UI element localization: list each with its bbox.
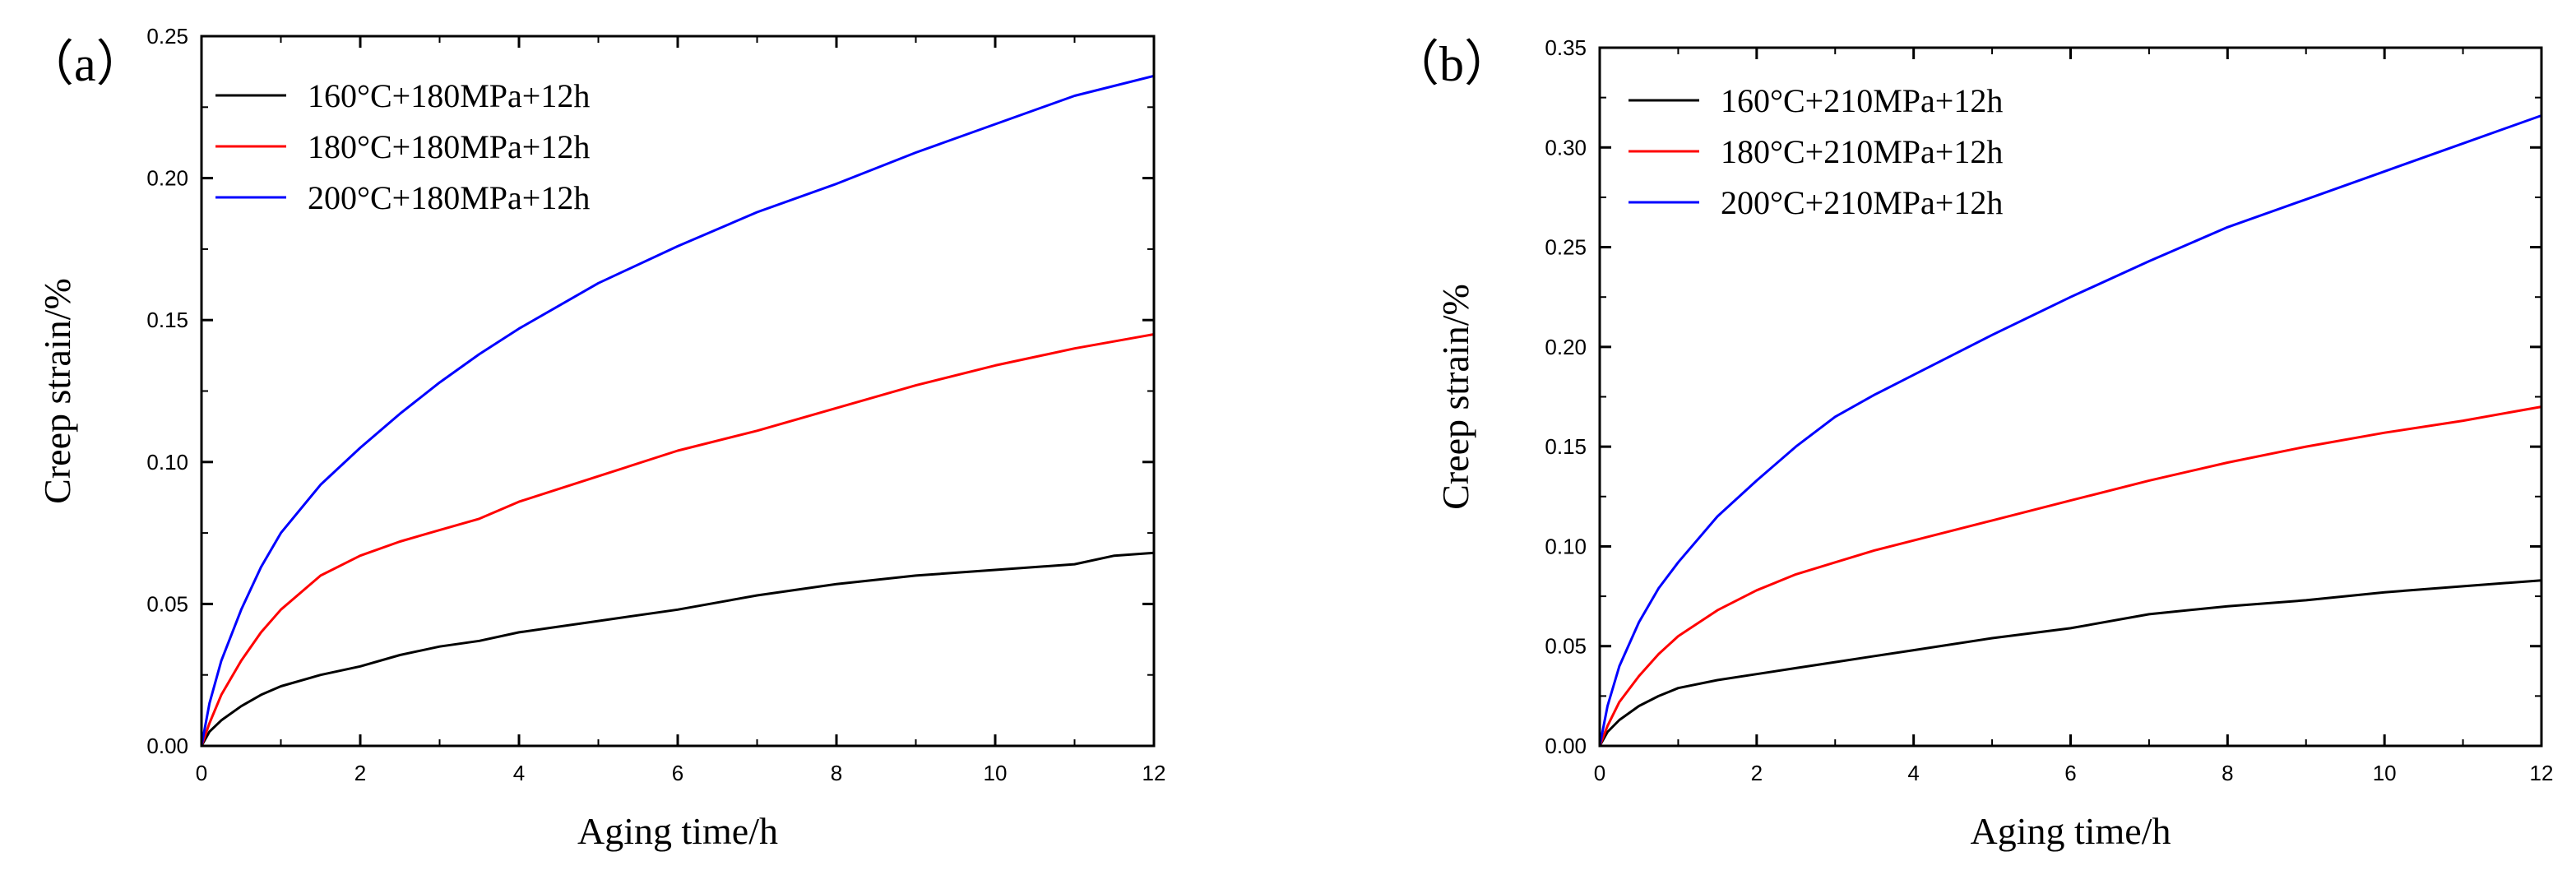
x-tick-label: 4	[513, 761, 525, 785]
series-line-1	[1598, 579, 2542, 747]
series-line-2	[200, 333, 1155, 747]
legend-label-2: 180°C+210MPa+12h	[1721, 133, 2003, 170]
panel-label: （b）	[1390, 37, 1513, 91]
y-tick-label: 0.25	[146, 24, 188, 49]
y-tick-label: 0.35	[1545, 35, 1587, 60]
y-tick-label: 0.10	[146, 450, 188, 475]
series-line-3	[200, 74, 1155, 747]
x-tick-label: 12	[1142, 761, 1166, 785]
x-tick-label: 8	[2222, 761, 2233, 785]
series-line-3	[1598, 114, 2542, 747]
y-tick-label: 0.20	[146, 166, 188, 191]
y-tick-label: 0.15	[146, 308, 188, 332]
x-tick-label: 6	[2064, 761, 2076, 785]
series-line-2	[1598, 405, 2542, 747]
x-tick-label: 10	[2373, 761, 2397, 785]
y-tick-label: 0.20	[1545, 335, 1587, 359]
y-tick-label: 0.00	[1545, 734, 1587, 758]
x-tick-label: 8	[831, 761, 842, 785]
legend-label-2: 180°C+180MPa+12h	[308, 128, 590, 165]
x-tick-label: 12	[2530, 761, 2554, 785]
y-tick-label: 0.05	[146, 591, 188, 616]
legend-label-3: 200°C+210MPa+12h	[1721, 184, 2003, 221]
x-tick-label: 0	[196, 761, 207, 785]
x-tick-label: 2	[354, 761, 366, 785]
chart-panel-a: 0 2 4 6 8 10 12 0.00 0.05 0.10 0.15 0.20 0.25 Aging t…	[25, 24, 1165, 852]
y-tick-label: 0.30	[1545, 135, 1587, 160]
y-tick-label: 0.10	[1545, 534, 1587, 558]
legend-label-3: 200°C+180MPa+12h	[308, 179, 590, 216]
x-tick-label: 2	[1751, 761, 1763, 785]
y-axis-title: Creep strain/%	[1434, 284, 1476, 510]
x-tick-label: 4	[1907, 761, 1919, 785]
x-axis-title: Aging time/h	[577, 810, 778, 852]
series-line-1	[200, 551, 1155, 747]
x-axis-title: Aging time/h	[1970, 810, 2171, 852]
chart-panel-b: 0 2 4 6 8 10 12 0.00 0.05 0.10 0.15 0.20 0.25 0.30 0.3…	[1390, 35, 2553, 852]
x-tick-label: 6	[672, 761, 683, 785]
legend-label-1: 160°C+180MPa+12h	[308, 77, 590, 114]
legend-label-1: 160°C+210MPa+12h	[1721, 82, 2003, 119]
x-tick-label: 10	[984, 761, 1008, 785]
y-tick-label: 0.15	[1545, 434, 1587, 459]
y-axis-title: Creep strain/%	[36, 278, 78, 504]
panel-label: （a）	[25, 37, 146, 91]
x-tick-label: 0	[1594, 761, 1605, 785]
y-tick-label: 0.05	[1545, 634, 1587, 659]
y-tick-label: 0.25	[1545, 235, 1587, 260]
y-tick-label: 0.00	[146, 734, 188, 758]
